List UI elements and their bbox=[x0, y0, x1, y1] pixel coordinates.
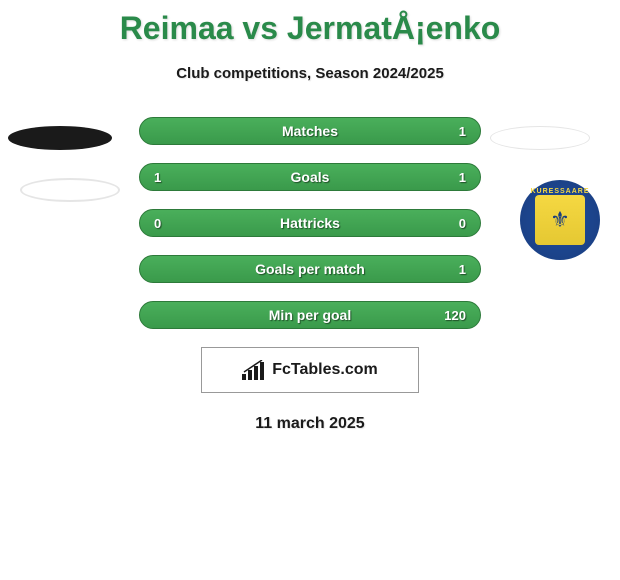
stat-row-goals-per-match: Goals per match 1 bbox=[139, 255, 481, 283]
chart-icon bbox=[242, 360, 266, 380]
stat-right-value: 1 bbox=[426, 170, 466, 185]
stat-row-matches: Matches 1 bbox=[139, 117, 481, 145]
stat-right-value: 120 bbox=[426, 308, 466, 323]
stat-label: Min per goal bbox=[269, 307, 351, 323]
stat-label: Goals per match bbox=[255, 261, 365, 277]
stat-label: Matches bbox=[282, 123, 338, 139]
stats-container: Matches 1 1 Goals 1 0 Hattricks 0 Goals … bbox=[0, 117, 620, 329]
stat-label: Hattricks bbox=[280, 215, 340, 231]
stat-row-min-per-goal: Min per goal 120 bbox=[139, 301, 481, 329]
stat-right-value: 1 bbox=[426, 124, 466, 139]
date-text: 11 march 2025 bbox=[0, 415, 620, 433]
brand-box[interactable]: FcTables.com bbox=[201, 347, 419, 393]
brand-text: FcTables.com bbox=[272, 361, 378, 379]
stat-label: Goals bbox=[291, 169, 330, 185]
stat-row-goals: 1 Goals 1 bbox=[139, 163, 481, 191]
stat-left-value: 1 bbox=[154, 170, 194, 185]
stat-row-hattricks: 0 Hattricks 0 bbox=[139, 209, 481, 237]
stat-left-value: 0 bbox=[154, 216, 194, 231]
season-subtitle: Club competitions, Season 2024/2025 bbox=[0, 65, 620, 82]
stat-right-value: 1 bbox=[426, 262, 466, 277]
comparison-title: Reimaa vs JermatÅ¡enko bbox=[0, 0, 620, 47]
stat-right-value: 0 bbox=[426, 216, 466, 231]
